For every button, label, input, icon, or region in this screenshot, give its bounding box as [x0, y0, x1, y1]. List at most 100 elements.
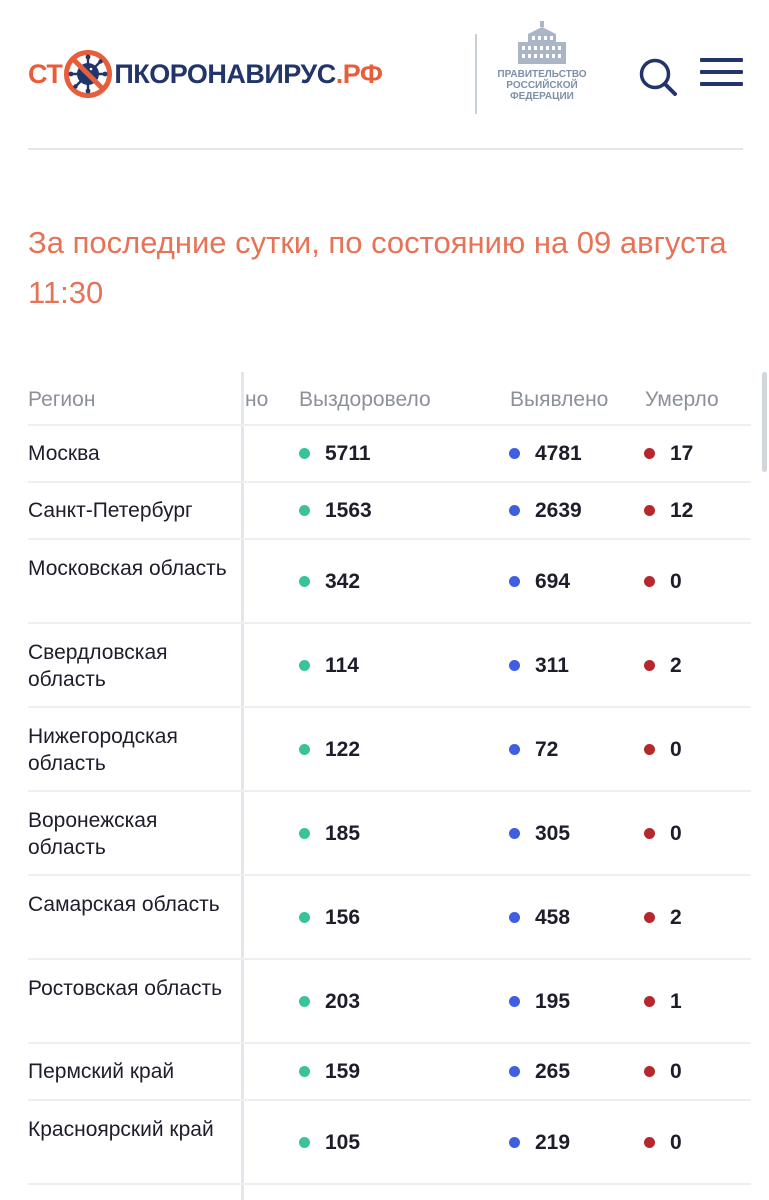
recovered-dot-icon	[299, 660, 310, 671]
detected-dot-icon	[509, 1066, 520, 1077]
header-region[interactable]: Регион	[28, 388, 96, 411]
site-logo[interactable]: СТ ПКОРОНАВИРУС .РФ	[28, 44, 383, 104]
region-name: Воронежская область	[28, 809, 158, 859]
recovered-dot-icon	[299, 828, 310, 839]
died-dot-icon	[644, 912, 655, 923]
table-row[interactable]: Воронежская область 185 305 0	[28, 792, 751, 876]
region-name: Ростовская область	[28, 977, 223, 1000]
header-recovered[interactable]: Выздоровело	[299, 388, 431, 411]
table-row[interactable]: Свердловская область 114 311 2	[28, 624, 751, 708]
gov-label-line2: РОССИЙСКОЙ	[506, 80, 578, 91]
died-dot-icon	[644, 576, 655, 587]
recovered-cell: 114	[299, 652, 359, 679]
logo-text-part2: ПКОРОНАВИРУС	[114, 58, 336, 89]
died-cell: 0	[644, 568, 682, 595]
detected-value: 265	[535, 1059, 571, 1083]
recovered-cell: 185	[299, 820, 360, 847]
government-badge[interactable]: ПРАВИТЕЛЬСТВО РОССИЙСКОЙ ФЕДЕРАЦИИ	[494, 20, 590, 120]
logo-text-part1: СТ	[28, 58, 63, 89]
recovered-value: 1563	[325, 498, 372, 522]
recovered-value: 105	[325, 1130, 361, 1154]
logo-text-part3: .РФ	[335, 58, 383, 89]
died-value: 0	[670, 1130, 682, 1154]
died-value: 1	[670, 989, 682, 1013]
search-button[interactable]	[636, 56, 680, 100]
menu-button[interactable]	[700, 58, 744, 90]
recovered-value: 5711	[325, 441, 371, 465]
recovered-value: 203	[325, 989, 361, 1013]
detected-dot-icon	[509, 744, 520, 755]
recovered-cell: 156	[299, 904, 360, 931]
detected-cell: 305	[509, 820, 570, 847]
gov-label-line3: ФЕДЕРАЦИИ	[510, 91, 574, 102]
header-hidden-column[interactable]: но	[245, 388, 269, 411]
recovered-value: 156	[325, 905, 361, 929]
detected-cell: 195	[509, 988, 570, 1015]
detected-dot-icon	[509, 1137, 520, 1148]
recovered-value: 185	[325, 821, 361, 845]
recovered-dot-icon	[299, 1066, 310, 1077]
table-row[interactable]: Московская область 342 694 0	[28, 540, 751, 624]
recovered-dot-icon	[299, 744, 310, 755]
died-value: 2	[670, 653, 682, 677]
header-died[interactable]: Умерло	[645, 388, 719, 411]
menu-icon-bar	[700, 70, 743, 74]
detected-dot-icon	[509, 660, 520, 671]
detected-cell: 2639	[509, 497, 582, 524]
detected-dot-icon	[509, 996, 520, 1007]
region-name: Нижегородская область	[28, 725, 178, 775]
detected-cell: 265	[509, 1058, 570, 1085]
table-row[interactable]: Москва 5711 4781 17	[28, 426, 751, 483]
detected-cell: 4781	[509, 440, 582, 467]
header-divider	[475, 34, 477, 114]
region-name: Самарская область	[28, 893, 220, 916]
died-value: 0	[670, 1059, 682, 1083]
died-cell: 17	[644, 440, 693, 467]
region-name: Московская область	[28, 557, 227, 580]
recovered-value: 122	[325, 737, 361, 761]
detected-dot-icon	[509, 576, 520, 587]
region-name: Свердловская область	[28, 641, 168, 691]
detected-value: 4781	[535, 441, 582, 465]
recovered-dot-icon	[299, 1137, 310, 1148]
recovered-cell: 342	[299, 568, 360, 595]
died-value: 12	[670, 498, 694, 522]
detected-dot-icon	[509, 448, 520, 459]
region-name: Пермский край	[28, 1060, 175, 1083]
table-header: Регион но Выздоровело Выявлено Умерло	[28, 372, 751, 426]
died-dot-icon	[644, 828, 655, 839]
table-row[interactable]: Самарская область 156 458 2	[28, 876, 751, 960]
recovered-dot-icon	[299, 996, 310, 1007]
died-dot-icon	[644, 1066, 655, 1077]
region-name: Санкт-Петербург	[28, 499, 193, 522]
region-name: Красноярский край	[28, 1118, 214, 1141]
recovered-cell: 105	[299, 1129, 360, 1156]
header-bottom-divider	[28, 148, 743, 150]
gov-label-line1: ПРАВИТЕЛЬСТВО	[497, 69, 587, 80]
detected-value: 72	[535, 737, 559, 761]
menu-icon-bar	[700, 82, 743, 86]
died-value: 0	[670, 737, 682, 761]
table-row[interactable]: Нижегородская область 122 72 0	[28, 708, 751, 792]
government-label: ПРАВИТЕЛЬСТВО РОССИЙСКОЙ ФЕДЕРАЦИИ	[494, 69, 590, 102]
horizontal-scroll-indicator[interactable]	[762, 372, 767, 472]
died-dot-icon	[644, 744, 655, 755]
recovered-cell: 122	[299, 736, 360, 763]
recovered-cell: 159	[299, 1058, 360, 1085]
detected-dot-icon	[509, 505, 520, 516]
header-detected[interactable]: Выявлено	[510, 388, 609, 411]
table-row[interactable]: Пермский край 159 265 0	[28, 1044, 751, 1101]
table-row[interactable]: Ростовская область 203 195 1	[28, 960, 751, 1044]
detected-value: 195	[535, 989, 571, 1013]
died-cell: 0	[644, 1058, 682, 1085]
detected-value: 458	[535, 905, 571, 929]
died-value: 0	[670, 821, 682, 845]
detected-cell: 219	[509, 1129, 570, 1156]
died-dot-icon	[644, 1137, 655, 1148]
table-row[interactable]: Красноярский край 105 219 0	[28, 1101, 751, 1185]
died-value: 17	[670, 441, 694, 465]
detected-value: 694	[535, 569, 571, 593]
recovered-value: 342	[325, 569, 361, 593]
table-row[interactable]: Санкт-Петербург 1563 2639 12	[28, 483, 751, 540]
virus-stop-icon	[64, 50, 113, 98]
